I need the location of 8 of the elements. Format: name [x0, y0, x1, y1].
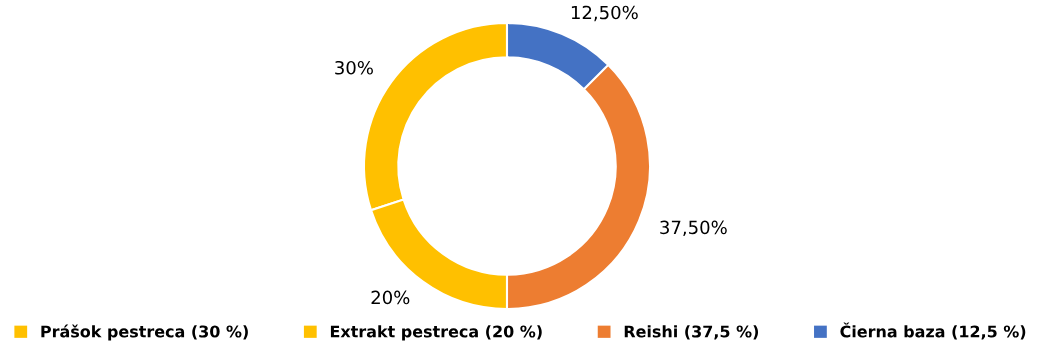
legend-label: Reishi (37,5 %) — [624, 325, 759, 340]
data-label: 30% — [335, 60, 373, 75]
legend-label: Prášok pestreca (30 %) — [41, 324, 248, 341]
data-label: 37,50% — [660, 220, 727, 237]
data-label: 12,50% — [571, 5, 638, 22]
legend-label: Čierna baza (12,5 %) — [840, 322, 1026, 340]
legend-label: Extrakt pestreca (20 %) — [330, 325, 542, 341]
data-label: 20% — [371, 290, 410, 305]
